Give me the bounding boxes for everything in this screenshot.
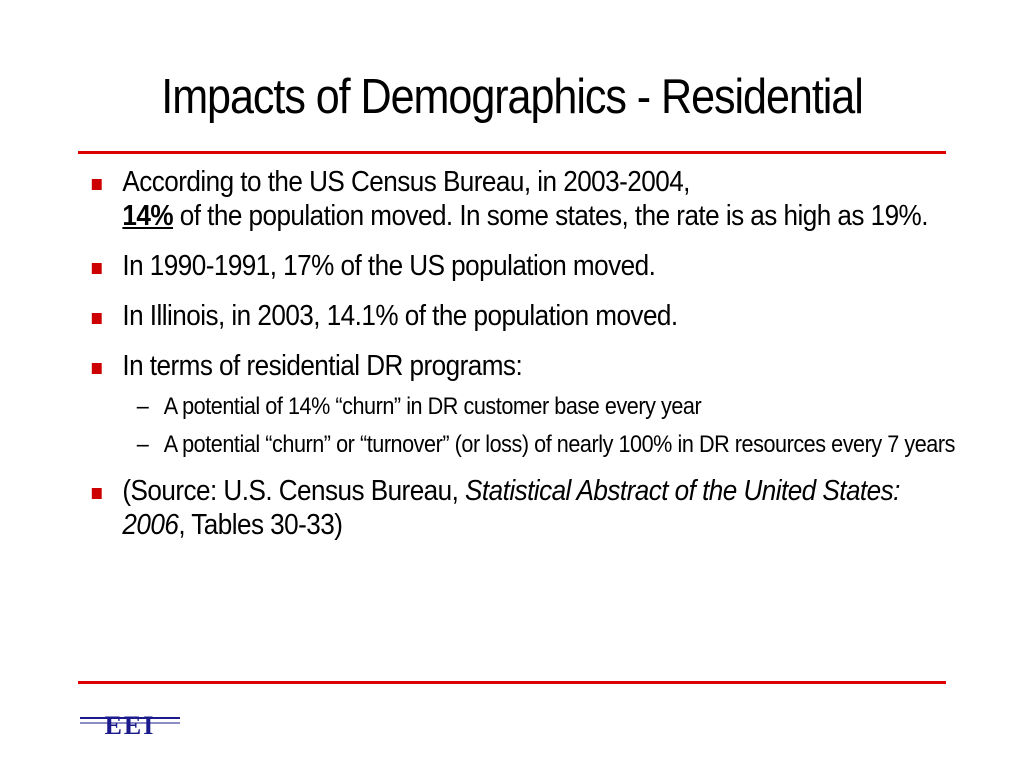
sub-bullet-text: A potential “churn” or “turnover” (or lo… <box>163 431 956 458</box>
bullet-census-2003-2004: According to the US Census Bureau, in 20… <box>90 165 950 233</box>
source-text-part2: , Tables 30-33) <box>178 509 343 541</box>
bullet-text: In terms of residential DR programs: <box>122 350 523 382</box>
slide-title: Impacts of Demographics - Residential <box>161 70 864 124</box>
bullet-text: In 1990-1991, 17% of the US population m… <box>122 250 656 282</box>
dash-marker: – <box>136 431 149 458</box>
bullet-source: (Source: U.S. Census Bureau, Statistical… <box>90 474 950 542</box>
sub-bullet-churn-dr-resources: – A potential “churn” or “turnover” (or … <box>90 431 956 458</box>
bullet-text-part2: of the population moved. In some states,… <box>173 200 929 232</box>
eei-logo-text: EEI <box>105 711 156 740</box>
bullet-square-icon <box>91 179 102 190</box>
bullet-1990-1991: In 1990-1991, 17% of the US population m… <box>90 249 950 283</box>
bullet-text: In Illinois, in 2003, 14.1% of the popul… <box>122 300 678 332</box>
bullet-emphasis-14-percent: 14% <box>122 200 174 232</box>
bullet-list: According to the US Census Bureau, in 20… <box>90 165 955 558</box>
sub-bullet-churn-customer-base: – A potential of 14% “churn” in DR custo… <box>90 393 956 420</box>
dash-marker: – <box>136 393 149 420</box>
bullet-square-icon <box>91 263 102 274</box>
footer-divider <box>78 681 946 684</box>
bullet-square-icon <box>91 313 102 324</box>
sub-bullet-text: A potential of 14% “churn” in DR custome… <box>163 393 702 420</box>
eei-logo: EEI <box>80 711 180 740</box>
bullet-square-icon <box>91 488 102 499</box>
bullet-text-part1: According to the US Census Bureau, in 20… <box>122 166 690 198</box>
source-publication-title: Statistical Abstract of the United State… <box>122 475 900 541</box>
bullet-square-icon <box>91 363 102 374</box>
bullet-illinois-2003: In Illinois, in 2003, 14.1% of the popul… <box>90 299 950 333</box>
source-text-part1: (Source: U.S. Census Bureau, <box>122 475 466 507</box>
bullet-dr-programs: In terms of residential DR programs: <box>90 349 950 383</box>
title-divider <box>78 151 946 154</box>
